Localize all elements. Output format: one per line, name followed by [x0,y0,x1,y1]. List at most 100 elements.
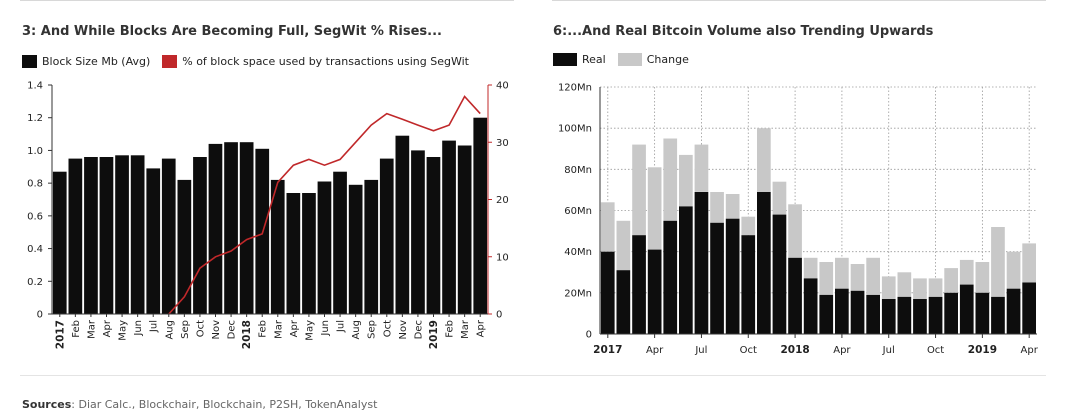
change-bar [772,181,787,215]
legend-label-change: Change [646,53,689,66]
change-bar [788,204,802,258]
block-size-bar [224,142,238,314]
block-size-bar [364,179,379,314]
change-bar [850,264,865,291]
y-tick-label: 80Mn [564,165,592,176]
change-bar [928,278,943,297]
x-tick-label: Nov [398,320,409,340]
right-tick-label: 0 [496,310,502,321]
sources-footer: Sources: Diar Calc., Blockchair, Blockch… [22,398,377,411]
real-bar [850,290,865,334]
left-tick-label: 0.6 [27,211,43,222]
x-tick-label: Jul [336,320,347,333]
x-tick-label: 2019 [428,320,440,349]
x-tick-label: Aug [164,320,175,340]
block-size-bar [115,155,129,314]
sources-label: Sources [22,398,72,411]
bottom-rule [20,375,1046,376]
x-tick-label: Nov [211,320,222,340]
x-tick-label: 2018 [780,344,809,356]
legend-swatch-block-size [22,55,37,68]
real-bar [1006,288,1021,334]
change-bar [835,257,849,289]
change-bar [803,257,818,279]
segwit-line [168,95,481,315]
x-tick-label: Jun [133,320,144,337]
left-tick-label: 1.4 [27,81,43,92]
top-rule-right [552,0,1046,1]
x-tick-label: Sep [180,320,191,339]
real-bar [772,214,787,334]
real-bar [710,222,724,334]
legend-item-segwit: % of block space used by transactions us… [162,55,469,68]
chart2-title: 6:...And Real Bitcoin Volume also Trendi… [553,24,934,39]
real-bar [819,294,834,334]
change-bar [725,194,740,219]
right-tick-label: 40 [496,81,509,92]
block-size-bar [395,135,410,314]
real-bar [616,270,631,334]
change-bar [616,220,631,271]
real-bar [897,296,912,334]
x-tick-label: Jul [694,345,707,356]
legend-label-segwit: % of block space used by transactions us… [182,55,469,68]
x-tick-label: Apr [102,319,113,337]
x-tick-label: Apr [833,345,851,356]
legend-swatch-change [617,53,642,66]
block-size-bar [426,157,441,314]
real-bar [741,235,756,334]
x-tick-label: Feb [71,320,82,338]
block-size-bar [473,117,488,314]
x-tick-label: Feb [445,320,456,338]
x-tick-label: Dec [227,320,238,339]
legend-swatch-segwit [162,55,178,68]
change-bar [959,259,974,285]
x-tick-label: Apr [476,319,487,337]
real-bar [959,284,974,334]
block-size-bar [146,168,161,314]
left-tick-label: 1.2 [27,113,43,124]
x-tick-label: Sep [367,320,378,339]
block-size-bar [177,179,192,314]
real-bar [694,192,709,334]
change-bar [944,268,958,293]
block-size-bar [130,155,145,314]
real-bar [1022,282,1036,334]
x-tick-label: Apr [289,319,300,337]
x-tick-label: Mar [460,319,471,339]
block-size-bar [348,184,363,314]
x-tick-label: Jul [149,320,160,333]
left-tick-label: 0.4 [27,244,43,255]
block-size-bar [379,158,394,314]
real-bar [757,192,771,334]
change-bar [663,138,678,221]
left-tick-label: 1.0 [27,146,43,157]
x-tick-label: 2017 [593,344,622,356]
x-tick-label: 2018 [241,320,253,349]
change-bar [679,154,693,207]
change-bar [1022,243,1036,283]
x-tick-label: May [304,320,315,341]
change-bar [991,227,1005,297]
x-tick-label: Oct [382,320,393,337]
block-size-bar [333,171,347,314]
block-size-bar [208,143,223,314]
real-bar [663,220,678,334]
real-bar [835,288,849,334]
change-bar [975,262,990,293]
change-bar [694,144,709,192]
change-bar [741,216,756,236]
chart2-legend: Real Change [553,53,701,66]
left-tick-label: 0 [37,310,43,321]
block-size-bar [457,145,472,314]
real-bar [788,257,802,334]
x-tick-label: 2017 [54,320,66,349]
x-tick-label: Dec [413,320,424,339]
change-bar [913,278,927,299]
right-tick-label: 20 [496,195,509,206]
change-bar [710,192,724,223]
real-bar [881,299,896,334]
change-bar [819,262,834,295]
x-tick-label: Apr [1021,345,1039,356]
real-bar [991,296,1005,334]
